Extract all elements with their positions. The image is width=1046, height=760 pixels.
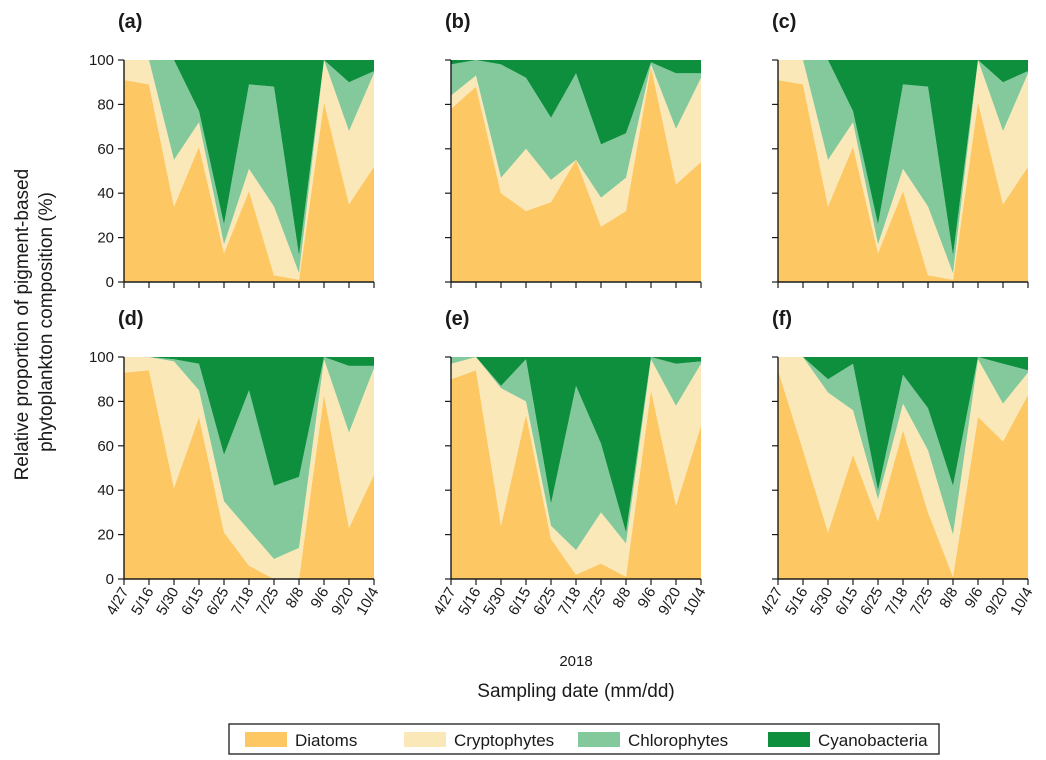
legend-label-cyanobacteria: Cyanobacteria	[818, 731, 928, 750]
area-cyanobacteria	[124, 60, 374, 256]
y-tick-label: 20	[97, 230, 114, 247]
area-chlorophytes	[778, 60, 1028, 274]
y-tick-label: 0	[106, 274, 114, 291]
x-tick-label: 5/30	[807, 585, 836, 619]
area-chlorophytes	[778, 357, 1028, 535]
x-tick-label: 7/25	[580, 585, 609, 619]
x-tick-label: 5/16	[782, 585, 811, 619]
area-chlorophytes	[451, 60, 701, 198]
x-tick-label: 4/27	[430, 585, 459, 619]
area-chlorophytes	[124, 60, 374, 274]
x-tick-label: 7/18	[882, 585, 911, 619]
area-chlorophytes	[451, 357, 701, 551]
y-tick-label: 40	[97, 185, 114, 202]
x-tick-label: 9/20	[328, 585, 357, 619]
x-tick-label: 5/30	[153, 585, 182, 619]
x-tick-label: 6/25	[857, 585, 886, 619]
legend-label-diatoms: Diatoms	[295, 731, 357, 750]
panel: (b)	[445, 11, 702, 288]
area-chlorophytes	[124, 357, 374, 559]
panel-label: (f)	[772, 308, 792, 330]
legend-swatch-cryptophytes	[404, 732, 446, 747]
panel-label: (a)	[118, 11, 142, 33]
x-tick-label: 8/8	[936, 585, 961, 612]
legend-label-chlorophytes: Chlorophytes	[628, 731, 728, 750]
legend-swatch-cyanobacteria	[768, 732, 810, 747]
panel: (c)	[772, 11, 1029, 288]
x-tick-label: 9/20	[655, 585, 684, 619]
panel: 4/275/165/306/156/257/187/25 8/8 9/69/2010…	[430, 308, 709, 618]
area-cryptophytes	[451, 64, 701, 227]
area-cryptophytes	[451, 357, 701, 577]
x-tick-label: 7/25	[907, 585, 936, 619]
x-tick-label: 6/15	[505, 585, 534, 619]
x-tick-label: 4/27	[757, 585, 786, 619]
panel-label: (b)	[445, 11, 471, 33]
area-cyanobacteria	[778, 357, 1028, 491]
panel-label: (e)	[445, 308, 469, 330]
x-tick-label: 10/4	[353, 585, 382, 619]
x-tick-label: 7/18	[228, 585, 257, 619]
area-cyanobacteria	[124, 357, 374, 486]
y-tick-label: 100	[89, 52, 114, 69]
x-tick-label: 10/4	[1007, 585, 1036, 619]
area-diatoms	[451, 370, 701, 579]
x-tick-label: 5/30	[480, 585, 509, 619]
legend-label-cryptophytes: Cryptophytes	[454, 731, 554, 750]
x-tick-label: 5/16	[128, 585, 157, 619]
y-axis-label-line-2: phytoplankton composition (%)	[36, 192, 57, 452]
y-tick-label: 100	[89, 349, 114, 366]
legend-swatch-diatoms	[245, 732, 287, 747]
area-diatoms	[124, 80, 374, 282]
x-tick-label: 6/25	[203, 585, 232, 619]
area-cyanobacteria	[778, 60, 1028, 256]
year-label: 2018	[559, 653, 592, 670]
y-tick-label: 60	[97, 438, 114, 455]
area-cyanobacteria	[451, 357, 701, 533]
area-diatoms	[451, 66, 701, 282]
x-tick-label: 6/25	[530, 585, 559, 619]
x-tick-label: 10/4	[680, 585, 709, 619]
x-tick-label: 5/16	[455, 585, 484, 619]
x-tick-label: 7/18	[555, 585, 584, 619]
x-tick-label: 6/15	[178, 585, 207, 619]
area-cryptophytes	[778, 357, 1028, 577]
y-tick-label: 80	[97, 96, 114, 113]
area-diatoms	[778, 370, 1028, 579]
area-diatoms	[124, 370, 374, 579]
panel: 4/275/165/306/156/257/187/25 8/8 9/69/2010…	[757, 308, 1036, 618]
area-cyanobacteria	[451, 60, 701, 145]
panel-label: (c)	[772, 11, 796, 33]
panel: 0 20 40 60 80 100 (a)	[89, 11, 375, 291]
x-tick-label: 8/8	[282, 585, 307, 612]
area-cryptophytes	[778, 60, 1028, 280]
x-tick-label: 4/27	[103, 585, 132, 619]
y-tick-label: 40	[97, 482, 114, 499]
legend-swatch-chlorophytes	[578, 732, 620, 747]
legend: Diatoms Cryptophytes Chlorophytes Cyanobact…	[228, 723, 940, 755]
x-tick-label: 7/25	[253, 585, 282, 619]
y-tick-label: 20	[97, 527, 114, 544]
panel: 0 20 40 60 80 100 4/275/165/306/156/257/187/25…	[89, 308, 382, 618]
x-tick-label: 8/8	[609, 585, 634, 612]
area-cryptophytes	[124, 357, 374, 579]
x-tick-label: 6/15	[832, 585, 861, 619]
y-axis-label: Relative proportion of pigment-based phy…	[12, 164, 57, 481]
y-tick-label: 80	[97, 393, 114, 410]
x-axis-label: Sampling date (mm/dd)	[477, 681, 674, 702]
area-cryptophytes	[124, 60, 374, 280]
panel-label: (d)	[118, 308, 144, 330]
y-axis-label-line-1: Relative proportion of pigment-based	[12, 169, 33, 481]
y-tick-label: 0	[106, 571, 114, 588]
area-diatoms	[778, 80, 1028, 282]
y-tick-label: 60	[97, 141, 114, 158]
x-tick-label: 9/20	[982, 585, 1011, 619]
